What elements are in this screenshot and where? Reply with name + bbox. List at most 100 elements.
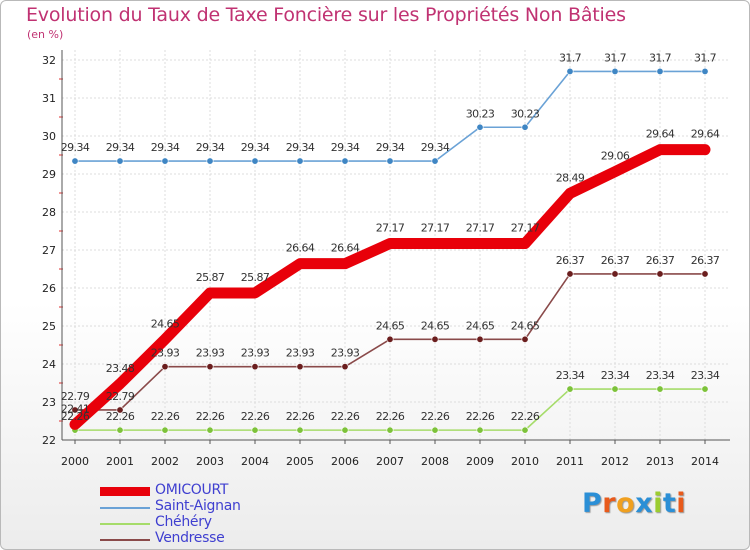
data-label-chehery: 22.26	[106, 410, 135, 423]
data-point-vendresse	[206, 363, 214, 371]
x-tick-label: 2002	[151, 455, 179, 468]
y-tick-label: 24	[42, 358, 56, 371]
data-point-saint-aignan	[206, 157, 214, 165]
y-tick-label: 29	[42, 168, 56, 181]
data-label-chehery: 22.26	[376, 410, 405, 423]
data-label-omicourt: 27.17	[376, 222, 405, 235]
data-point-vendresse	[71, 406, 79, 414]
data-label-chehery: 23.34	[601, 369, 630, 382]
x-tick-label: 2001	[106, 455, 134, 468]
data-point-chehery	[251, 426, 259, 434]
data-label-omicourt: 23.48	[106, 362, 135, 375]
data-point-saint-aignan	[521, 123, 529, 131]
data-label-saint-aignan: 31.7	[604, 51, 627, 64]
y-tick-label: 28	[42, 206, 56, 219]
data-labels: 29.34 29.34 29.34 29.34 29.34 29.34 29.34 29.34…	[61, 51, 721, 423]
data-point-vendresse	[341, 363, 349, 371]
x-tick-label: 2008	[421, 455, 449, 468]
logo-letter: t	[662, 488, 677, 519]
data-label-omicourt: 29.64	[691, 128, 720, 141]
logo-letter: x	[635, 488, 654, 519]
data-label-vendresse: 22.79	[61, 390, 90, 403]
data-point-chehery	[476, 426, 484, 434]
data-point-chehery	[611, 385, 619, 393]
data-label-omicourt: 28.49	[556, 171, 585, 184]
data-label-saint-aignan: 29.34	[241, 141, 270, 154]
data-label-chehery: 22.26	[151, 410, 180, 423]
data-label-vendresse: 22.79	[106, 390, 135, 403]
logo-letter: o	[616, 488, 636, 519]
x-tick-label: 2010	[511, 455, 539, 468]
data-point-saint-aignan	[566, 67, 574, 75]
data-point-chehery	[206, 426, 214, 434]
data-point-saint-aignan	[386, 157, 394, 165]
data-point-vendresse	[701, 270, 709, 278]
data-point-saint-aignan	[701, 67, 709, 75]
x-tick-label: 2006	[331, 455, 359, 468]
x-tick-label: 2007	[376, 455, 404, 468]
data-label-saint-aignan: 29.34	[196, 141, 225, 154]
data-point-saint-aignan	[341, 157, 349, 165]
data-point-chehery	[386, 426, 394, 434]
grid	[62, 50, 730, 441]
logo-letter: i	[676, 488, 687, 519]
legend-swatch-vendresse	[100, 539, 150, 541]
data-label-saint-aignan: 30.23	[511, 107, 540, 120]
data-label-saint-aignan: 29.34	[61, 141, 90, 154]
x-tick-label: 2012	[601, 455, 629, 468]
data-label-vendresse: 24.65	[511, 319, 540, 332]
data-label-vendresse: 26.37	[601, 254, 630, 267]
data-label-chehery: 23.34	[646, 369, 675, 382]
data-point-saint-aignan	[296, 157, 304, 165]
data-point-vendresse	[386, 335, 394, 343]
data-label-omicourt: 27.17	[466, 222, 495, 235]
data-point-chehery	[431, 426, 439, 434]
data-point-vendresse	[656, 270, 664, 278]
x-tick-label: 2003	[196, 455, 224, 468]
data-label-saint-aignan: 31.7	[649, 51, 672, 64]
y-tick-label: 25	[42, 320, 56, 333]
legend-label-omicourt: OMICOURT	[155, 482, 229, 498]
y-tick-label: 26	[42, 282, 56, 295]
data-label-vendresse: 24.65	[421, 319, 450, 332]
data-label-saint-aignan: 29.34	[421, 141, 450, 154]
data-point-chehery	[566, 385, 574, 393]
data-point-saint-aignan	[161, 157, 169, 165]
legend-swatch-omicourt	[100, 487, 150, 496]
data-label-omicourt: 25.87	[196, 271, 225, 284]
data-label-omicourt: 29.64	[646, 128, 675, 141]
data-label-vendresse: 23.93	[241, 347, 270, 360]
data-label-chehery: 22.26	[331, 410, 360, 423]
x-tick-label: 2004	[241, 455, 269, 468]
data-point-saint-aignan	[251, 157, 259, 165]
data-label-saint-aignan: 29.34	[376, 141, 405, 154]
data-label-omicourt: 26.64	[286, 242, 315, 255]
legend-label-vendresse: Vendresse	[155, 530, 225, 546]
data-point-vendresse	[161, 363, 169, 371]
data-point-vendresse	[566, 270, 574, 278]
data-label-chehery: 23.34	[556, 369, 585, 382]
data-label-omicourt: 22.41	[61, 402, 90, 415]
data-label-vendresse: 26.37	[556, 254, 585, 267]
y-tick-label: 23	[42, 396, 56, 409]
data-label-vendresse: 24.65	[466, 319, 495, 332]
data-point-chehery	[521, 426, 529, 434]
data-label-chehery: 22.26	[466, 410, 495, 423]
data-label-chehery: 22.26	[241, 410, 270, 423]
series-lines	[69, 67, 711, 434]
data-point-saint-aignan	[656, 67, 664, 75]
data-point-saint-aignan	[476, 123, 484, 131]
legend-label-saint-aignan: Saint-Aignan	[155, 498, 241, 514]
proxiti-logo: Proxiti	[582, 488, 686, 519]
data-point-vendresse	[251, 363, 259, 371]
data-label-omicourt: 25.87	[241, 271, 270, 284]
data-label-saint-aignan: 29.34	[106, 141, 135, 154]
data-point-saint-aignan	[431, 157, 439, 165]
data-label-omicourt: 26.64	[331, 242, 360, 255]
data-point-chehery	[161, 426, 169, 434]
data-point-vendresse	[476, 335, 484, 343]
data-label-saint-aignan: 29.34	[331, 141, 360, 154]
data-label-vendresse: 24.65	[376, 319, 405, 332]
data-label-vendresse: 23.93	[331, 347, 360, 360]
